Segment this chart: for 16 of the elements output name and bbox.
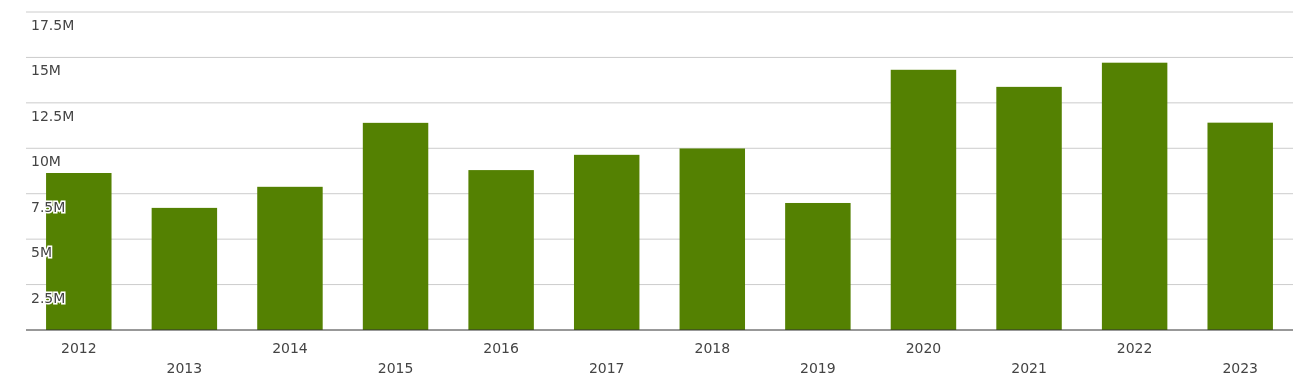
- x-tick-label: 2021: [1011, 360, 1047, 376]
- x-tick-label: 2014: [272, 340, 308, 356]
- x-tick-label: 2015: [377, 360, 414, 376]
- x-tick-label: 2017: [588, 360, 625, 376]
- y-tick-label: 17.5M: [31, 17, 75, 33]
- y-tick-label: 15M: [31, 62, 61, 79]
- x-tick-label: 2019: [800, 360, 836, 376]
- x-tick-label: 2016: [483, 340, 520, 356]
- y-tick-label: 10M: [31, 153, 61, 170]
- x-tick-label: 2023: [1222, 360, 1259, 376]
- x-tick-label: 2013: [166, 360, 203, 376]
- x-tick-label: 2022: [1116, 340, 1153, 356]
- x-tick-label: 2020: [905, 340, 942, 356]
- y-tick-label: 12.5M: [31, 107, 75, 124]
- x-tick-label: 2018: [694, 340, 731, 356]
- x-tick-label: 2012: [60, 340, 97, 356]
